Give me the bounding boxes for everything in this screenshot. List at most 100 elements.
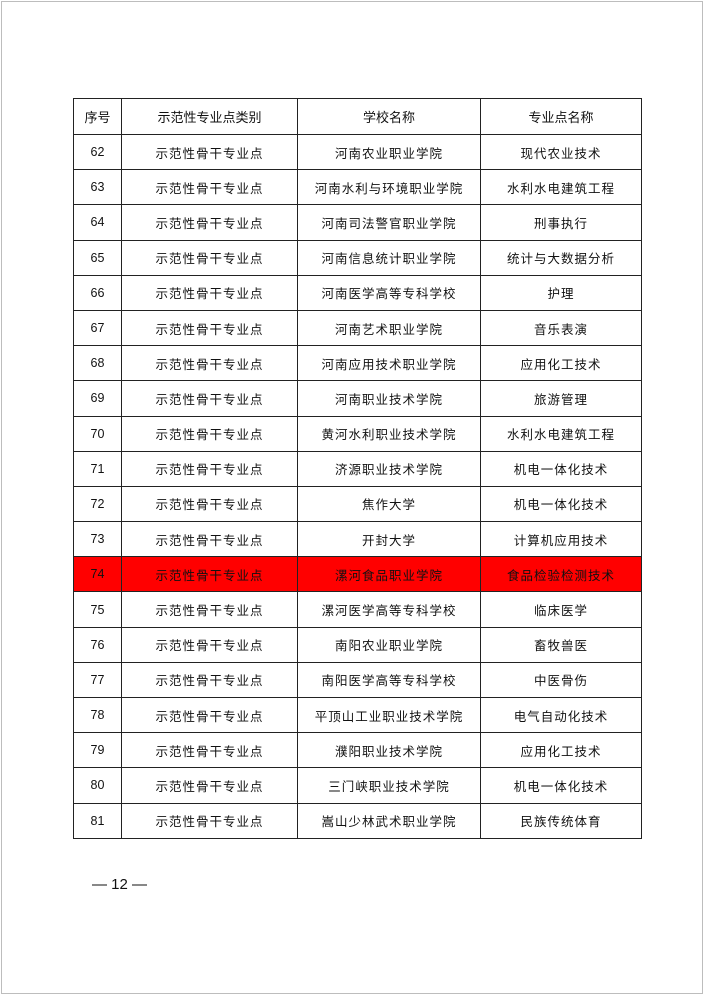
cell-category: 示范性骨干专业点 — [121, 556, 298, 593]
cell-no: 66 — [73, 274, 122, 311]
cell-no: 64 — [73, 204, 122, 241]
cell-school: 济源职业技术学院 — [297, 450, 481, 487]
cell-school: 河南水利与环境职业学院 — [297, 169, 481, 206]
cell-no: 73 — [73, 521, 122, 558]
cell-no: 75 — [73, 591, 122, 628]
table-row: 71 示范性骨干专业点 济源职业技术学院 机电一体化技术 — [73, 450, 642, 487]
cell-major: 畜牧兽医 — [480, 626, 642, 663]
cell-no: 69 — [73, 380, 122, 417]
table-row: 72 示范性骨干专业点 焦作大学 机电一体化技术 — [73, 485, 642, 523]
cell-no: 78 — [73, 696, 122, 734]
cell-major: 中医骨伤 — [480, 661, 642, 699]
cell-no: 68 — [73, 345, 122, 382]
cell-major: 水利水电建筑工程 — [480, 415, 642, 452]
cell-no: 62 — [73, 133, 122, 171]
cell-no: 65 — [73, 239, 122, 276]
cell-no: 67 — [73, 309, 122, 347]
table-row: 78 示范性骨干专业点 平顶山工业职业技术学院 电气自动化技术 — [73, 696, 642, 734]
cell-category: 示范性骨干专业点 — [121, 204, 298, 241]
table-row: 65 示范性骨干专业点 河南信息统计职业学院 统计与大数据分析 — [73, 239, 642, 276]
cell-school: 三门峡职业技术学院 — [297, 767, 481, 804]
cell-category: 示范性骨干专业点 — [121, 133, 298, 171]
cell-no: 81 — [73, 802, 122, 839]
cell-category: 示范性骨干专业点 — [121, 415, 298, 452]
cell-category: 示范性骨干专业点 — [121, 626, 298, 663]
cell-no: 72 — [73, 485, 122, 523]
majors-table: 序号 示范性专业点类别 学校名称 专业点名称 62 示范性骨干专业点 河南农业职业学… — [73, 98, 642, 839]
header-school: 学校名称 — [297, 98, 481, 135]
header-major: 专业点名称 — [480, 98, 642, 135]
cell-no: 77 — [73, 661, 122, 699]
cell-no: 63 — [73, 169, 122, 206]
table-header-row: 序号 示范性专业点类别 学校名称 专业点名称 — [73, 98, 642, 135]
cell-category: 示范性骨干专业点 — [121, 274, 298, 311]
cell-no: 76 — [73, 626, 122, 663]
cell-major: 统计与大数据分析 — [480, 239, 642, 276]
cell-major: 现代农业技术 — [480, 133, 642, 171]
cell-no: 71 — [73, 450, 122, 487]
cell-major: 刑事执行 — [480, 204, 642, 241]
cell-category: 示范性骨干专业点 — [121, 345, 298, 382]
table-row: 66 示范性骨干专业点 河南医学高等专科学校 护理 — [73, 274, 642, 311]
cell-category: 示范性骨干专业点 — [121, 485, 298, 523]
table-row: 80 示范性骨干专业点 三门峡职业技术学院 机电一体化技术 — [73, 767, 642, 804]
cell-major: 机电一体化技术 — [480, 767, 642, 804]
header-no: 序号 — [73, 98, 122, 135]
cell-major: 旅游管理 — [480, 380, 642, 417]
cell-school: 河南应用技术职业学院 — [297, 345, 481, 382]
table-row: 67 示范性骨干专业点 河南艺术职业学院 音乐表演 — [73, 309, 642, 347]
cell-major: 机电一体化技术 — [480, 485, 642, 523]
cell-school: 嵩山少林武术职业学院 — [297, 802, 481, 839]
table-row-highlighted: 74 示范性骨干专业点 漯河食品职业学院 食品检验检测技术 — [73, 556, 642, 593]
table-row: 64 示范性骨干专业点 河南司法警官职业学院 刑事执行 — [73, 204, 642, 241]
table-row: 76 示范性骨干专业点 南阳农业职业学院 畜牧兽医 — [73, 626, 642, 663]
cell-category: 示范性骨干专业点 — [121, 802, 298, 839]
cell-major: 食品检验检测技术 — [480, 556, 642, 593]
cell-school: 南阳农业职业学院 — [297, 626, 481, 663]
table-row: 70 示范性骨干专业点 黄河水利职业技术学院 水利水电建筑工程 — [73, 415, 642, 452]
cell-school: 平顶山工业职业技术学院 — [297, 696, 481, 734]
table-row: 62 示范性骨干专业点 河南农业职业学院 现代农业技术 — [73, 133, 642, 171]
table-row: 79 示范性骨干专业点 濮阳职业技术学院 应用化工技术 — [73, 732, 642, 769]
table-row: 75 示范性骨干专业点 漯河医学高等专科学校 临床医学 — [73, 591, 642, 628]
cell-major: 音乐表演 — [480, 309, 642, 347]
table-row: 73 示范性骨干专业点 开封大学 计算机应用技术 — [73, 521, 642, 558]
cell-school: 河南艺术职业学院 — [297, 309, 481, 347]
cell-school: 漯河食品职业学院 — [297, 556, 481, 593]
cell-school: 河南职业技术学院 — [297, 380, 481, 417]
cell-no: 70 — [73, 415, 122, 452]
cell-major: 机电一体化技术 — [480, 450, 642, 487]
page-number: — 12 — — [92, 876, 148, 893]
cell-school: 焦作大学 — [297, 485, 481, 523]
cell-major: 护理 — [480, 274, 642, 311]
cell-major: 计算机应用技术 — [480, 521, 642, 558]
cell-major: 水利水电建筑工程 — [480, 169, 642, 206]
cell-school: 南阳医学高等专科学校 — [297, 661, 481, 699]
cell-no: 74 — [73, 556, 122, 593]
cell-school: 黄河水利职业技术学院 — [297, 415, 481, 452]
cell-category: 示范性骨干专业点 — [121, 767, 298, 804]
cell-no: 80 — [73, 767, 122, 804]
cell-category: 示范性骨干专业点 — [121, 732, 298, 769]
table-row: 81 示范性骨干专业点 嵩山少林武术职业学院 民族传统体育 — [73, 802, 642, 839]
cell-major: 应用化工技术 — [480, 345, 642, 382]
cell-category: 示范性骨干专业点 — [121, 450, 298, 487]
cell-major: 临床医学 — [480, 591, 642, 628]
cell-category: 示范性骨干专业点 — [121, 380, 298, 417]
cell-category: 示范性骨干专业点 — [121, 239, 298, 276]
cell-category: 示范性骨干专业点 — [121, 309, 298, 347]
cell-category: 示范性骨干专业点 — [121, 696, 298, 734]
cell-school: 河南信息统计职业学院 — [297, 239, 481, 276]
cell-category: 示范性骨干专业点 — [121, 591, 298, 628]
cell-school: 濮阳职业技术学院 — [297, 732, 481, 769]
table-row: 68 示范性骨干专业点 河南应用技术职业学院 应用化工技术 — [73, 345, 642, 382]
cell-category: 示范性骨干专业点 — [121, 169, 298, 206]
cell-major: 电气自动化技术 — [480, 696, 642, 734]
cell-major: 民族传统体育 — [480, 802, 642, 839]
cell-category: 示范性骨干专业点 — [121, 661, 298, 699]
header-category: 示范性专业点类别 — [121, 98, 298, 135]
cell-category: 示范性骨干专业点 — [121, 521, 298, 558]
cell-school: 河南医学高等专科学校 — [297, 274, 481, 311]
cell-school: 河南农业职业学院 — [297, 133, 481, 171]
